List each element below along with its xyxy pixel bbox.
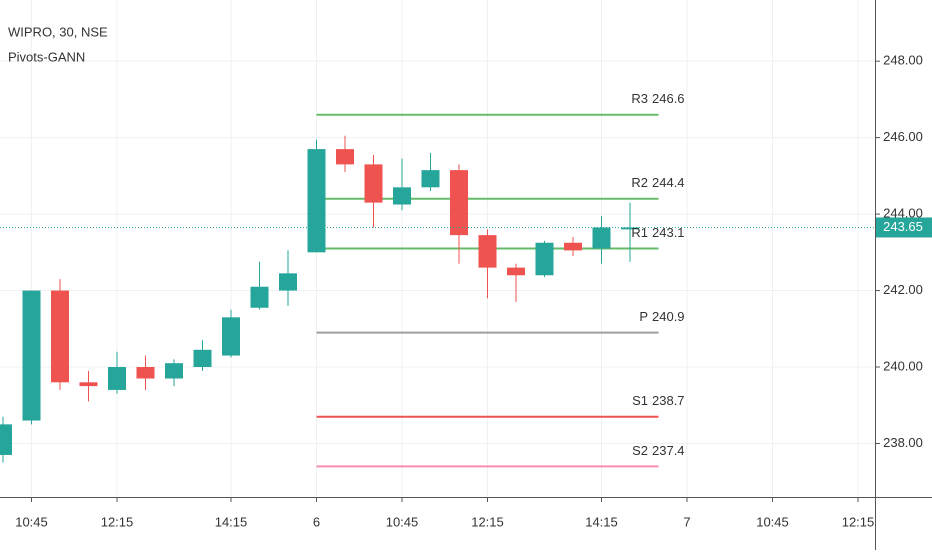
x-tick-label: 10:45 (15, 514, 48, 529)
pivot-name: R3 (631, 91, 648, 106)
pivot-name: R2 (631, 175, 648, 190)
candle-body (592, 227, 611, 249)
candle-body (621, 227, 639, 230)
candle-body (108, 367, 126, 390)
candle-body (222, 317, 240, 356)
candle-body (507, 267, 525, 276)
candle-body (478, 235, 497, 268)
candle-body (193, 349, 212, 368)
candle-body (564, 242, 582, 251)
pivot-value: 246.6 (652, 91, 685, 106)
last-price-label: 243.65 (883, 219, 923, 234)
candle-body (0, 424, 12, 455)
pivot-value: 238.7 (652, 393, 685, 408)
candle-body (79, 382, 98, 387)
pivot-value: 237.4 (652, 443, 685, 458)
candle-body (450, 170, 468, 236)
y-tick-label: 244.00 (883, 206, 923, 221)
candle-body (364, 164, 383, 203)
pivot-name: R1 (631, 225, 648, 240)
candle-body (136, 367, 155, 379)
candle-body (393, 187, 411, 205)
pivot-value: 244.4 (652, 175, 685, 190)
last-price-box (876, 217, 932, 238)
x-tick-label: 12:15 (842, 514, 875, 529)
chart-title: WIPRO, 30, NSE (8, 24, 108, 39)
pivot-value: 240.9 (652, 309, 685, 324)
candle-body (336, 149, 354, 165)
plot-layer (0, 0, 875, 497)
candle-body (51, 290, 69, 383)
x-tick-label: 12:15 (471, 514, 504, 529)
candle-body (22, 290, 41, 421)
y-tick-label: 238.00 (883, 435, 923, 450)
indicator-name: Pivots-GANN (8, 49, 85, 64)
x-tick-label: 14:15 (215, 514, 248, 529)
candle-body (279, 273, 297, 291)
candle-body (421, 170, 440, 188)
y-tick-label: 240.00 (883, 358, 923, 373)
x-tick-label: 14:15 (585, 514, 618, 529)
candle-body (250, 286, 269, 308)
y-tick-label: 242.00 (883, 282, 923, 297)
y-tick-label: 246.00 (883, 129, 923, 144)
pivot-name: S2 (632, 443, 648, 458)
x-tick-label: 6 (313, 514, 320, 529)
candle-body (307, 149, 326, 253)
candle-body (165, 363, 183, 379)
pivot-name: P (639, 309, 648, 324)
candle-body (535, 242, 554, 276)
x-tick-label: 7 (683, 514, 690, 529)
x-tick-label: 10:45 (386, 514, 419, 529)
pivot-value: 243.1 (652, 225, 685, 240)
x-tick-label: 10:45 (756, 514, 789, 529)
x-tick-label: 12:15 (101, 514, 134, 529)
pivot-name: S1 (632, 393, 648, 408)
y-tick-label: 248.00 (883, 53, 923, 68)
